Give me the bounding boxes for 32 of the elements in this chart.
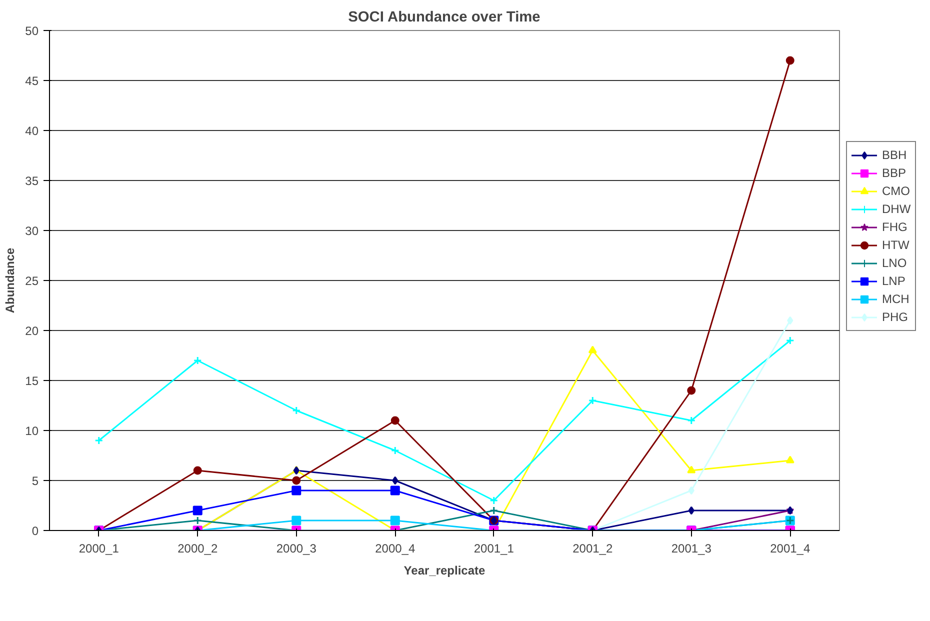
y-axis-title: Abundance: [3, 248, 18, 314]
x-tick-label: 2001_4: [770, 542, 810, 556]
legend-label: LNO: [882, 255, 907, 272]
legend-label: HTW: [882, 237, 910, 254]
legend-label: BBH: [882, 147, 907, 164]
y-tick-label: 0: [32, 524, 39, 538]
legend-label: CMO: [882, 183, 910, 200]
legend-label: BBP: [882, 165, 906, 182]
x-tick-label: 2001_2: [572, 542, 613, 556]
y-tick-label: 25: [25, 274, 39, 288]
y-tick-label: 5: [32, 474, 39, 488]
legend-label: DHW: [882, 201, 911, 218]
x-tick-label: 2000_1: [78, 542, 120, 556]
legend-label: MCH: [882, 291, 910, 308]
x-tick-label: 2000_2: [178, 542, 218, 556]
x-tick-label: 2000_3: [276, 542, 317, 556]
x-tick-label: 2001_3: [671, 542, 712, 556]
legend-label: FHG: [882, 219, 908, 236]
y-tick-label: 10: [25, 424, 39, 438]
y-tick-label: 15: [25, 374, 39, 388]
x-tick-label: 2000_4: [375, 542, 416, 556]
y-tick-label: 20: [25, 324, 39, 338]
chart-title: SOCI Abundance over Time: [348, 10, 540, 26]
y-tick-label: 50: [25, 24, 39, 38]
y-tick-label: 40: [25, 124, 39, 138]
y-tick-label: 45: [25, 74, 39, 88]
x-tick-label: 2001_1: [474, 542, 514, 556]
y-tick-label: 30: [25, 224, 39, 238]
y-tick-label: 35: [25, 174, 39, 188]
x-axis-title: Year_replicate: [404, 564, 486, 578]
legend-label: PHG: [882, 309, 908, 326]
legend-label: LNP: [882, 273, 906, 290]
